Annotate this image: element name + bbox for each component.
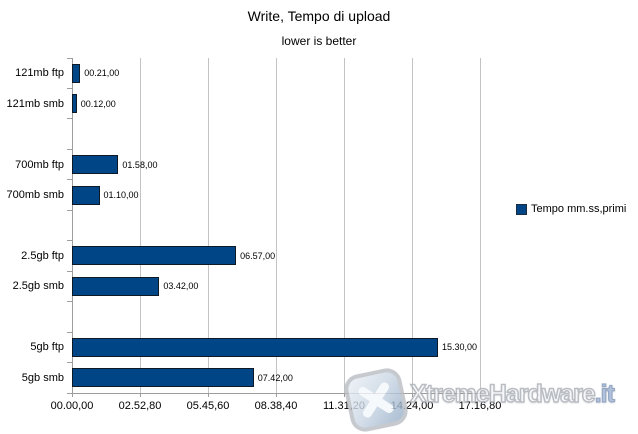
bar <box>72 185 100 205</box>
y-axis-tick <box>67 179 72 181</box>
x-tick-label: 17.16,80 <box>458 400 502 412</box>
value-label: 00.12,00 <box>80 98 116 109</box>
bar <box>72 368 254 388</box>
legend-swatch-icon <box>516 203 527 215</box>
gridline <box>479 58 481 393</box>
category-label: 2.5gb ftp <box>21 249 64 262</box>
x-axis-line <box>67 392 480 394</box>
category-label: 2.5gb smb <box>12 280 64 293</box>
bar <box>72 63 81 83</box>
gridline <box>207 58 209 393</box>
x-axis-tick <box>343 393 345 397</box>
gridline <box>411 58 413 393</box>
bar <box>72 337 438 357</box>
value-label: 00.21,00 <box>84 68 120 79</box>
y-axis-line <box>71 58 73 393</box>
x-axis-tick <box>411 393 413 397</box>
gridline <box>139 58 141 393</box>
gridline <box>275 58 277 393</box>
y-axis-tick <box>67 148 72 150</box>
y-axis-tick <box>67 392 72 394</box>
category-label: 5gb ftp <box>30 341 64 354</box>
x-tick-label: 02.52,80 <box>118 400 162 412</box>
y-axis-tick <box>67 87 72 89</box>
bar <box>72 246 237 266</box>
category-label: 700mb ftp <box>15 158 64 171</box>
bar <box>72 276 160 296</box>
bar <box>72 94 77 114</box>
x-tick-label: 14.24,00 <box>390 400 434 412</box>
value-label: 07.42,00 <box>257 372 293 383</box>
bar <box>72 155 119 175</box>
x-axis-tick <box>71 393 73 397</box>
x-axis-tick <box>207 393 209 397</box>
gridline <box>343 58 345 393</box>
y-axis-tick <box>67 270 72 272</box>
y-axis-tick <box>67 301 72 303</box>
x-tick-label: 00.00,00 <box>50 400 94 412</box>
chart-subtitle: lower is better <box>281 34 357 48</box>
x-tick-label: 08.38,40 <box>254 400 298 412</box>
legend-label: Tempo mm.ss,primi <box>531 203 627 215</box>
y-axis-tick <box>67 240 72 242</box>
y-axis-tick <box>67 362 72 364</box>
category-label: 121mb ftp <box>15 67 64 80</box>
value-label: 01.58,00 <box>122 159 158 170</box>
value-label: 03.42,00 <box>163 281 199 292</box>
y-axis-tick <box>67 209 72 211</box>
y-axis-tick <box>67 118 72 120</box>
legend: Tempo mm.ss,primi <box>516 203 626 215</box>
category-label: 121mb smb <box>6 97 64 110</box>
x-axis-tick <box>139 393 141 397</box>
y-axis-tick <box>67 57 72 59</box>
x-tick-label: 11.31,20 <box>322 400 365 412</box>
x-axis-tick <box>479 393 481 397</box>
x-tick-label: 05.45,60 <box>186 400 230 412</box>
x-axis-tick <box>275 393 277 397</box>
category-label: 5gb smb <box>21 371 64 384</box>
value-label: 06.57,00 <box>240 250 276 261</box>
category-label: 700mb smb <box>6 189 64 202</box>
value-label: 01.10,00 <box>103 190 139 201</box>
chart-title: Write, Tempo di upload <box>247 8 391 24</box>
value-label: 15.30,00 <box>441 342 478 353</box>
y-axis-tick <box>67 331 72 333</box>
